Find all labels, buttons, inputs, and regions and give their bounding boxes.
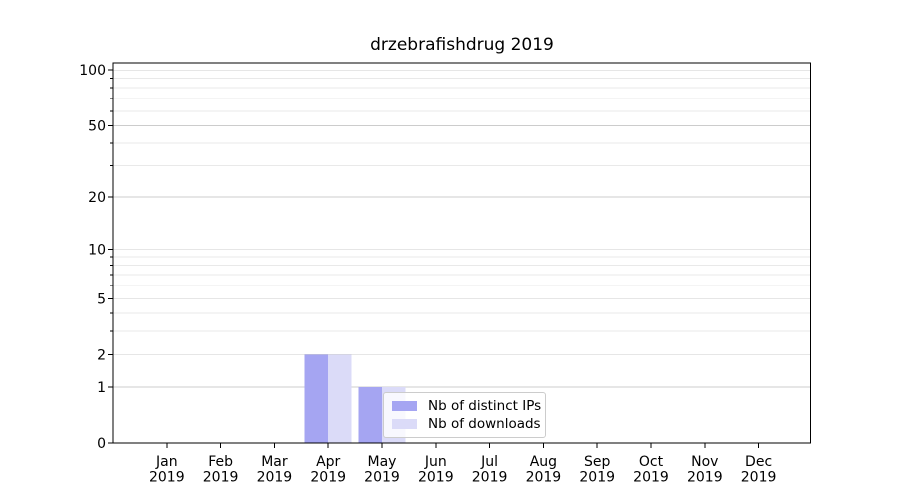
x-tick-label-nov: Nov 2019 xyxy=(687,454,723,486)
chart-title: drzebrafishdrug 2019 xyxy=(370,35,554,55)
x-tick-label-aug: Aug 2019 xyxy=(526,454,562,486)
plot-border xyxy=(112,62,811,444)
x-tick-label-sep: Sep 2019 xyxy=(579,454,615,486)
y-tick-label-5: 5 xyxy=(97,291,106,307)
x-tick-label-mar: Mar 2019 xyxy=(257,454,293,486)
y-tick-label-0: 0 xyxy=(97,436,106,452)
bar-nb-of-distinct-ips-may xyxy=(358,387,382,443)
y-tick-label-10: 10 xyxy=(88,242,106,258)
legend: Nb of distinct IPs Nb of downloads xyxy=(383,392,546,438)
y-tick-label-1: 1 xyxy=(97,380,106,396)
x-tick-label-apr: Apr 2019 xyxy=(310,454,346,486)
legend-item-downloads: Nb of downloads xyxy=(392,416,545,432)
legend-label-distinct-ips: Nb of distinct IPs xyxy=(428,398,542,414)
x-tick-label-feb: Feb 2019 xyxy=(203,454,239,486)
legend-swatch-distinct-ips xyxy=(392,401,417,411)
y-tick-label-2: 2 xyxy=(97,347,106,363)
y-tick-label-50: 50 xyxy=(88,118,106,134)
legend-swatch-downloads xyxy=(392,419,417,429)
x-tick-label-oct: Oct 2019 xyxy=(633,454,669,486)
x-tick-label-dec: Dec 2019 xyxy=(741,454,777,486)
legend-item-distinct-ips: Nb of distinct IPs xyxy=(392,398,545,414)
bar-nb-of-downloads-apr xyxy=(328,354,352,443)
legend-label-downloads: Nb of downloads xyxy=(428,416,541,432)
bar-nb-of-distinct-ips-apr xyxy=(304,354,329,443)
x-tick-label-jul: Jul 2019 xyxy=(472,454,508,486)
y-tick-label-20: 20 xyxy=(88,190,106,206)
y-tick-label-100: 100 xyxy=(79,63,106,79)
x-tick-label-jun: Jun 2019 xyxy=(418,454,454,486)
x-tick-label-jan: Jan 2019 xyxy=(149,454,185,486)
x-tick-label-may: May 2019 xyxy=(364,454,400,486)
